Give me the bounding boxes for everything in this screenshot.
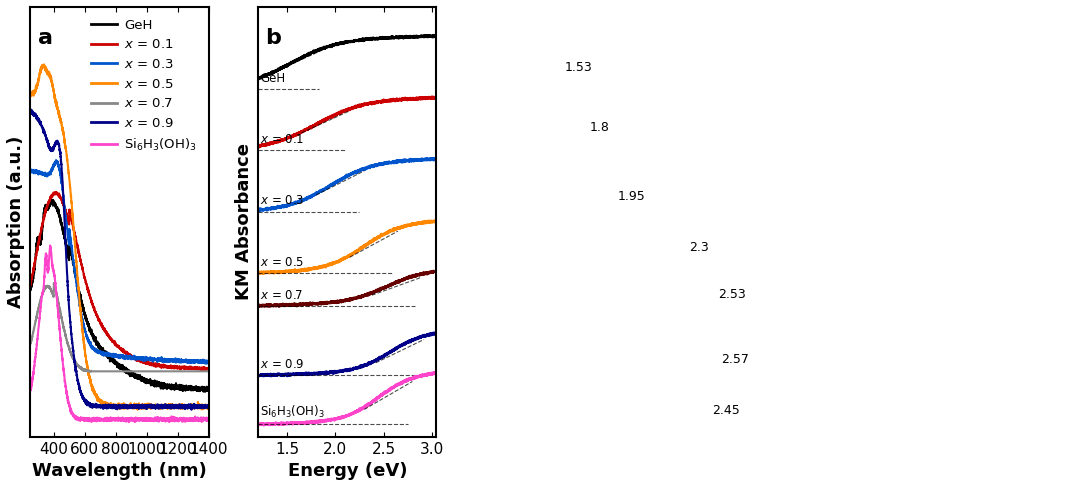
x = 0.1 [33,235,46,241]
x = 0.9 [25,107,38,112]
Y-axis label: Absorption (a.u.): Absorption (a.u.) [6,135,25,308]
x = 0.3 [33,170,46,176]
x = 0.3 [24,167,37,172]
x = 0.5 [164,403,177,409]
Line: GeH: GeH [30,200,208,392]
Si₆H₃(OH)₃ [24,387,37,393]
x = 0.5 [33,71,46,77]
x = 0.7 [82,368,95,374]
Text: $x$ = 0.5: $x$ = 0.5 [260,256,305,269]
x = 0.1 [111,342,124,348]
Line: Si₆H₃(OH)₃: Si₆H₃(OH)₃ [30,245,208,422]
x = 0.1 [202,365,215,371]
Text: 2.45: 2.45 [713,404,740,417]
x = 0.3 [197,359,210,365]
Text: $x$ = 0.1: $x$ = 0.1 [260,133,305,146]
Line: x = 0.3: x = 0.3 [30,160,208,364]
Si₆H₃(OH)₃ [164,416,177,422]
GeH [198,385,211,391]
x = 0.1 [198,366,211,372]
GeH [202,385,215,391]
x = 0.9 [111,404,124,410]
Line: x = 0.1: x = 0.1 [30,192,208,371]
GeH [164,384,177,390]
x = 0.7 [106,368,119,374]
x = 0.7 [164,368,177,374]
x = 0.3 [50,157,63,163]
GeH [111,364,124,370]
Text: 1.53: 1.53 [565,60,593,74]
x = 0.1 [24,282,37,288]
Text: 1.95: 1.95 [618,189,646,203]
x = 0.5 [106,403,119,409]
GeH [44,197,57,203]
x = 0.3 [111,353,124,359]
Text: 2.53: 2.53 [718,288,745,301]
Text: $x$ = 0.3: $x$ = 0.3 [260,194,305,207]
Line: x = 0.7: x = 0.7 [30,283,208,371]
x = 0.3 [202,359,215,365]
GeH [33,239,46,244]
x = 0.3 [197,358,210,364]
Text: $x$ = 0.7: $x$ = 0.7 [260,289,303,301]
x = 0.5 [111,402,124,408]
Text: Si$_6$H$_3$(OH)$_3$: Si$_6$H$_3$(OH)$_3$ [260,404,325,420]
GeH [106,356,119,362]
Text: 2.3: 2.3 [689,241,710,254]
x = 0.9 [164,403,177,409]
x = 0.3 [164,357,177,363]
Si₆H₃(OH)₃ [202,417,215,423]
x = 0.9 [198,404,211,410]
Legend: GeH, $x$ = 0.1, $x$ = 0.3, $x$ = 0.5, $x$ = 0.7, $x$ = 0.9, Si$_6$H$_3$(OH)$_3$: GeH, $x$ = 0.1, $x$ = 0.3, $x$ = 0.5, $x… [85,14,202,158]
X-axis label: Energy (eV): Energy (eV) [287,462,407,480]
Text: b: b [266,28,282,48]
x = 0.9 [197,405,210,411]
x = 0.7 [48,280,60,286]
Text: a: a [38,28,53,48]
x = 0.7 [197,368,210,374]
x = 0.9 [202,403,215,409]
x = 0.7 [24,341,37,347]
Y-axis label: KM Absorbance: KM Absorbance [234,143,253,300]
Si₆H₃(OH)₃ [122,419,135,425]
x = 0.7 [198,368,211,374]
x = 0.9 [106,403,119,409]
Si₆H₃(OH)₃ [106,416,119,422]
GeH [197,388,210,393]
x = 0.5 [198,405,211,411]
Line: x = 0.5: x = 0.5 [30,64,208,410]
X-axis label: Wavelength (nm): Wavelength (nm) [32,462,207,480]
x = 0.1 [197,366,210,372]
x = 0.5 [202,406,215,412]
Text: 1.8: 1.8 [590,121,609,134]
GeH [24,284,37,290]
x = 0.1 [106,338,119,344]
x = 0.1 [164,363,177,369]
Si₆H₃(OH)₃ [198,416,211,422]
x = 0.7 [111,368,124,374]
Text: $x$ = 0.9: $x$ = 0.9 [260,358,305,371]
x = 0.7 [33,302,46,308]
GeH [197,389,210,394]
x = 0.5 [38,61,51,67]
x = 0.5 [24,92,37,97]
x = 0.3 [106,353,119,358]
x = 0.1 [50,189,63,195]
x = 0.9 [24,109,37,114]
x = 0.5 [197,402,210,408]
x = 0.7 [202,368,215,374]
Si₆H₃(OH)₃ [197,417,210,423]
Text: 2.57: 2.57 [721,353,750,366]
x = 0.9 [185,407,198,412]
x = 0.5 [131,407,144,412]
x = 0.1 [195,368,208,374]
Line: x = 0.9: x = 0.9 [30,110,208,410]
Si₆H₃(OH)₃ [33,315,46,321]
Si₆H₃(OH)₃ [43,243,56,248]
Text: GeH: GeH [260,72,285,85]
Si₆H₃(OH)₃ [111,417,124,423]
x = 0.9 [33,119,46,125]
x = 0.3 [200,361,213,367]
